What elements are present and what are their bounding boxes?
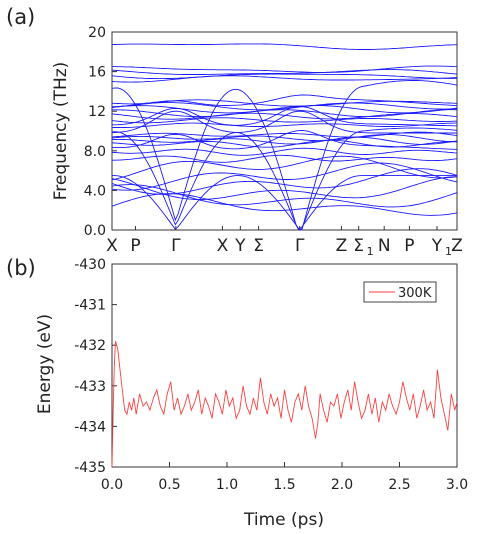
phonon-bands [111,43,458,231]
panel-a-label: (a) [6,5,35,29]
plot-b-ytick-label: -434 [74,419,106,435]
plot-a-ytick-label: 12 [88,104,106,120]
plot-a-frame [111,31,458,231]
plot-a-xtick-subscript: 1 [367,245,374,258]
phonon-band [112,109,458,118]
plot-b-xtick-label: 3.0 [446,477,468,493]
phonon-band [111,147,458,156]
phonon-band [111,99,458,108]
phonon-band [111,168,458,195]
plot-a-xtick-label: X [217,236,229,256]
plot-a-xtick-label: Y [431,236,443,256]
plot-b-xtick-label: 0.5 [158,477,180,493]
phonon-band [111,162,458,191]
plot-a-ytick-label: 20 [88,25,106,41]
phonon-band [111,73,458,80]
plot-b-xtick-label: 1.5 [273,477,295,493]
plot-b-xtick-label: 0.0 [101,477,123,493]
phonon-band [111,117,458,124]
phonon-band [111,105,458,114]
plot-b-xtick-label: 1.0 [216,477,238,493]
legend: 300K [363,281,437,303]
phonon-band [111,122,457,129]
phonon-band [111,43,458,50]
plot-b-ytick-label: -430 [74,257,106,273]
plot-a-xtick-label: X [106,236,118,256]
plot-a-xtick-label: Z [336,236,348,256]
legend-box [363,281,437,303]
plot-b-xlabel: Time (ps) [243,510,324,530]
phonon-band [111,136,458,145]
phonon-band [111,193,458,216]
plot-a-xtick-label: P [130,236,140,256]
plot-b-ytick-label: -435 [74,460,106,476]
panel-b-label: (b) [6,256,36,280]
plot-a-xtick-label: Σ [353,236,364,256]
phonon-band [111,184,458,208]
plot-b-ytick-label: -433 [74,379,106,395]
plot-a-ytick-label: 0.0 [84,223,106,239]
plot-a-xtick-label: Γ [171,236,181,256]
plot-a-xtick-label: P [404,236,414,256]
plot-a-xtick-label: Γ [295,236,305,256]
plot-b-ylabel: Energy (eV) [35,314,55,414]
phonon-band [112,65,458,73]
plot-b-xtick-label: 2.0 [331,477,353,493]
phonon-band [111,176,458,200]
phonon-band [111,134,457,143]
phonon-band [111,94,458,107]
plot-a-xtick-label: Z [451,236,463,256]
phonon-band [112,106,457,127]
plot-a-xtick-label: Σ [253,236,264,256]
phonon-band [112,154,458,163]
phonon-band [112,130,458,150]
plot-a-xtick-subscript: 1 [445,245,452,258]
phonon-band [112,175,457,230]
phonon-band [111,102,458,111]
plot-a-ytick-label: 16 [88,65,106,81]
plot-b-xtick-label: 2.5 [388,477,410,493]
energy-series-300k [111,340,458,468]
phonon-band [111,127,458,231]
phonon-band [111,110,457,134]
plot-b-ytick-label: -431 [74,298,106,314]
phonon-band [111,155,458,181]
plot-a-ytick-label: 8.0 [84,144,106,160]
plot-a-ytick-label: 4.0 [84,183,106,199]
phonon-band [111,69,458,75]
plot-a-xtick-label: Y [234,236,246,256]
plot-a-ylabel: Frequency (THz) [51,62,71,201]
legend-label: 300K [398,286,432,301]
phonon-band [111,112,458,120]
phonon-band [111,75,458,83]
plot-a-xtick-label: N [378,236,391,256]
plot-b-ytick-label: -432 [74,338,106,354]
